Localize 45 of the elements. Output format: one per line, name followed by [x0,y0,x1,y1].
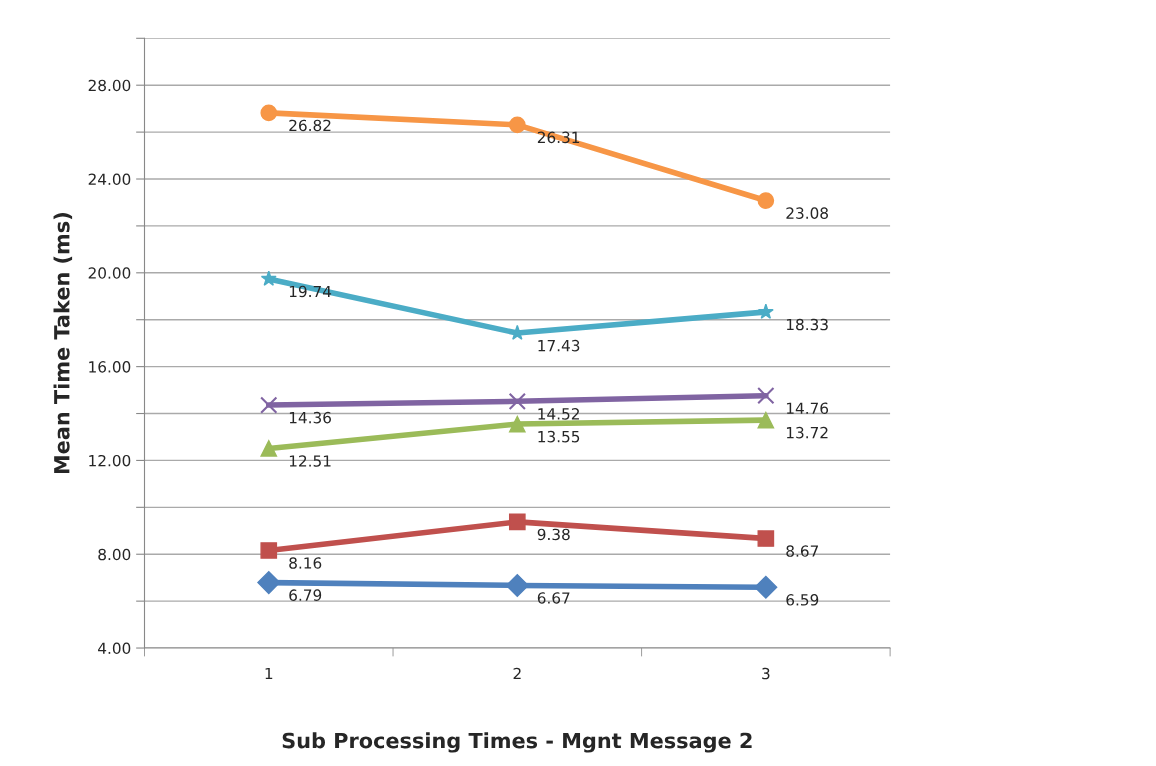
data-label: 14.36 [289,411,331,424]
point [505,573,529,597]
y-tick-label: 8.00 [98,548,131,561]
y-tick-label: 16.00 [89,361,131,373]
data-label: 6.59 [786,594,819,606]
point [260,440,278,457]
data-label: 8.67 [786,545,819,557]
point [508,116,526,134]
x-tick-label: 2 [513,667,521,680]
data-label: 14.76 [786,402,829,415]
point [757,192,775,209]
y-tick-label: 20.00 [88,267,131,279]
x-tick-label: 1 [265,667,273,680]
data-label: 17.43 [538,339,580,352]
y-tick-label: 4.00 [98,642,131,655]
data-label: 6.79 [289,589,322,601]
data-label: 8.16 [289,557,322,569]
y-tick-label: 24.00 [88,173,131,186]
data-label: 12.51 [289,455,331,467]
data-label: 13.72 [786,426,828,439]
point [260,104,278,122]
data-label: 23.08 [786,207,828,219]
y-tick-label: 28.00 [88,79,131,92]
point [260,396,278,414]
point [508,513,526,531]
point [257,571,281,595]
point [757,530,775,547]
point [757,387,775,405]
point [508,415,526,433]
point [260,542,278,559]
x-axis-title: Sub Processing Times - Mgnt Message 2 [282,732,752,753]
data-label: 13.55 [538,430,580,443]
point [754,575,778,599]
point [757,303,774,319]
point [508,392,526,411]
x-tick-label: 3 [762,667,770,680]
data-label: 14.52 [538,408,579,420]
data-label: 6.67 [537,592,570,604]
data-label: 9.38 [537,528,570,541]
y-axis-title: Mean Time Taken (ms) [53,213,73,474]
data-label: 18.33 [786,318,828,331]
point [757,411,775,429]
data-label: 26.82 [289,119,331,132]
y-tick-label: 12.00 [89,454,131,467]
point [260,270,277,286]
